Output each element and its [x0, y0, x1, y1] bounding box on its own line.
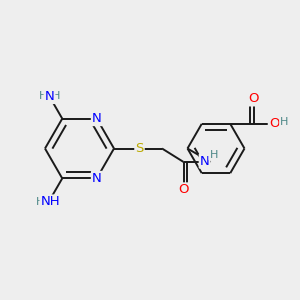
Text: O: O: [269, 117, 279, 130]
Text: S: S: [135, 142, 144, 155]
Text: NH: NH: [40, 196, 60, 208]
Text: N: N: [92, 172, 102, 185]
Text: O: O: [178, 183, 189, 196]
Text: H: H: [36, 197, 45, 207]
Text: H: H: [209, 149, 218, 160]
Text: H: H: [52, 91, 60, 101]
Text: N: N: [200, 154, 209, 168]
Text: H: H: [39, 91, 47, 101]
Text: H: H: [280, 117, 288, 127]
Text: O: O: [248, 92, 259, 105]
Text: N: N: [45, 90, 54, 103]
Text: N: N: [92, 112, 102, 125]
